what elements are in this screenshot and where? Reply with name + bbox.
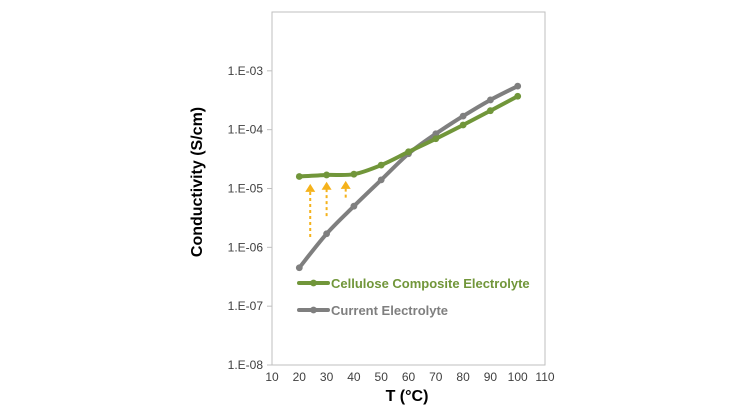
data-point-cellulose-composite-electrolyte [459, 121, 467, 129]
y-axis-ticks: 1.E-08 1.E-07 1.E-06 1.E-05 1.E-04 1.E-03 [228, 64, 272, 372]
data-point-cellulose-composite-electrolyte [487, 107, 494, 115]
x-axis-title: T (°C) [386, 388, 429, 405]
data-point-cellulose-composite-electrolyte [405, 148, 412, 156]
data-point-current-electrolyte [432, 130, 440, 138]
x-tick-label: 110 [535, 370, 554, 384]
x-tick-label: 10 [265, 370, 279, 384]
y-tick-label: 1.E-08 [228, 358, 264, 372]
x-tick-label: 70 [429, 370, 443, 384]
y-axis-title: Conductivity (S/cm) [189, 107, 206, 257]
y-tick-label: 1.E-05 [228, 182, 264, 196]
data-point-current-electrolyte [350, 202, 358, 210]
legend-label: Current Electrolyte [331, 303, 448, 318]
data-point-current-electrolyte [323, 230, 330, 238]
data-point-current-electrolyte [459, 112, 467, 120]
y-tick-label: 1.E-07 [228, 299, 264, 313]
data-point-cellulose-composite-electrolyte [295, 173, 303, 180]
annotations [305, 180, 351, 237]
x-tick-label: 50 [375, 370, 389, 384]
x-tick-label: 60 [402, 370, 416, 384]
data-point-cellulose-composite-electrolyte [377, 161, 385, 169]
series-layer [295, 82, 522, 272]
legend-swatch-marker [310, 279, 317, 287]
data-point-current-electrolyte [295, 264, 303, 272]
data-point-current-electrolyte [514, 82, 522, 90]
legend: Cellulose Composite Electrolyte Current E… [297, 276, 530, 318]
data-point-current-electrolyte [487, 96, 494, 104]
data-point-cellulose-composite-electrolyte [323, 171, 330, 179]
x-axis-ticks: 10 20 30 40 50 60 70 80 90 100 110 [265, 370, 555, 384]
data-point-cellulose-composite-electrolyte [350, 170, 358, 178]
x-tick-label: 80 [456, 370, 470, 384]
x-tick-label: 90 [484, 370, 498, 384]
x-tick-label: 20 [293, 370, 307, 384]
data-point-current-electrolyte [377, 176, 385, 184]
y-tick-label: 1.E-04 [228, 123, 264, 137]
plot-area [271, 11, 546, 366]
annotation-arrow-head [321, 181, 332, 190]
x-tick-label: 40 [347, 370, 361, 384]
data-point-cellulose-composite-electrolyte [432, 135, 440, 143]
data-point-cellulose-composite-electrolyte [514, 92, 522, 100]
x-tick-label: 30 [320, 370, 334, 384]
x-tick-label: 100 [508, 370, 528, 384]
y-tick-label: 1.E-03 [228, 64, 264, 78]
legend-swatch-marker [310, 306, 317, 314]
annotation-arrow-head [340, 180, 351, 189]
annotation-arrow-head [305, 183, 316, 192]
legend-label: Cellulose Composite Electrolyte [331, 276, 530, 291]
y-tick-label: 1.E-06 [228, 240, 264, 254]
